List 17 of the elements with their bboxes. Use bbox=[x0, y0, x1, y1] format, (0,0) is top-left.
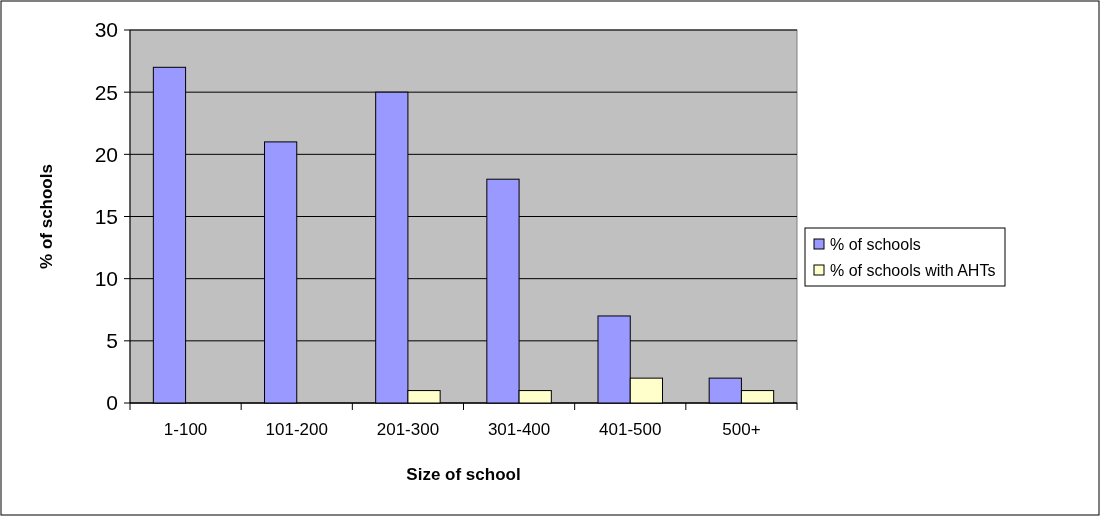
x-tick-label: 101-200 bbox=[265, 420, 328, 439]
y-tick-label: 25 bbox=[94, 80, 118, 104]
y-tick-label: 15 bbox=[94, 204, 118, 228]
legend-label: % of schools bbox=[830, 235, 921, 253]
x-tick-label: 500+ bbox=[722, 420, 761, 439]
y-tick-label: 0 bbox=[106, 391, 118, 415]
x-tick-label: 201-300 bbox=[376, 420, 440, 439]
y-tick-label: 30 bbox=[94, 18, 118, 42]
x-tick-label: 1-100 bbox=[163, 420, 208, 439]
x-tick-label: 301-400 bbox=[487, 420, 551, 439]
x-axis-title: Size of school bbox=[406, 465, 521, 484]
y-tick-label: 20 bbox=[94, 142, 118, 166]
y-tick-label: 10 bbox=[94, 267, 118, 291]
y-axis-title: % of schools bbox=[37, 164, 56, 269]
legend-label: % of schools with AHTs bbox=[830, 261, 996, 279]
y-tick-label: 5 bbox=[106, 329, 118, 353]
x-tick-label: 401-500 bbox=[599, 420, 662, 439]
